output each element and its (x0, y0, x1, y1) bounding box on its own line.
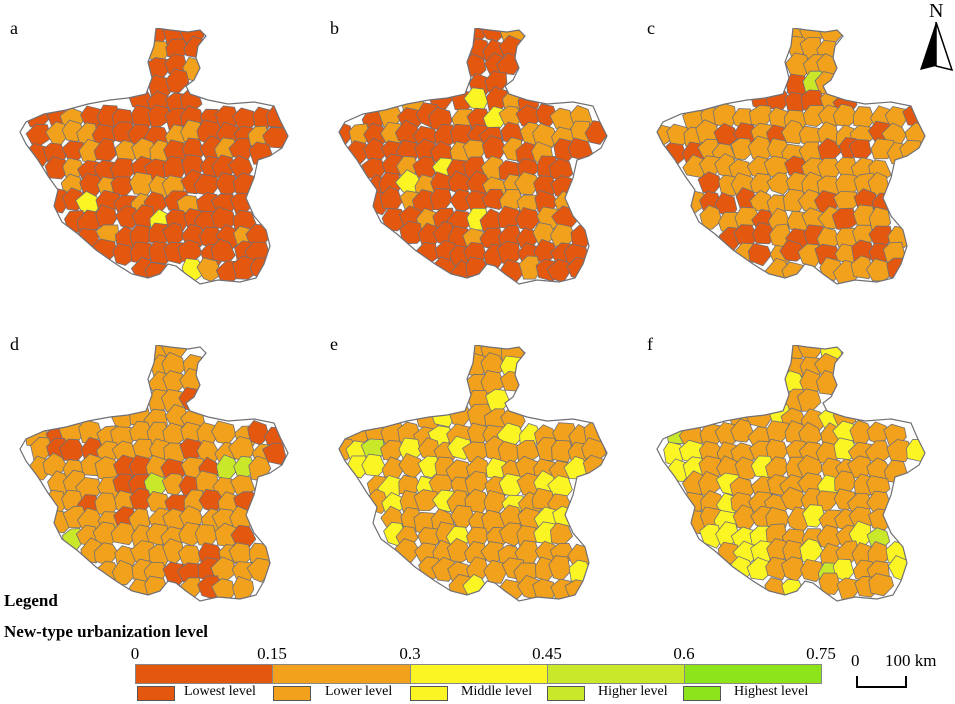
county-region (417, 455, 441, 479)
county-region (481, 188, 507, 210)
county-region (496, 52, 521, 76)
panel-label-b: b (330, 18, 339, 38)
county-region (413, 489, 440, 512)
map-e (338, 345, 608, 602)
panel-label-c: c (647, 18, 655, 38)
legend-tick: 0.3 (399, 644, 421, 663)
county-region (194, 524, 218, 546)
county-region (779, 239, 807, 262)
county-region (730, 137, 755, 161)
county-region (147, 104, 173, 127)
county-region (262, 442, 287, 466)
county-region (802, 104, 827, 128)
legend-tick: 0.45 (532, 644, 562, 663)
county-region (518, 255, 542, 280)
county-region (800, 558, 825, 583)
legend-class-label: Lowest level (184, 684, 256, 699)
panel-label-f: f (647, 334, 653, 354)
province-boundary (656, 345, 926, 602)
legend-subtitle: New-type urbanization level (4, 622, 208, 641)
legend-bar-higher (547, 664, 685, 684)
legend-bar-lower (272, 664, 411, 684)
legend-tick: 0.75 (806, 644, 836, 663)
county-region (450, 504, 475, 529)
county-region (30, 436, 53, 461)
county-region (429, 187, 453, 211)
county-region (886, 439, 913, 463)
province-boundary (19, 345, 289, 602)
county-region (802, 504, 826, 528)
county-region (746, 556, 773, 581)
legend-bar-lowest (135, 664, 273, 684)
county-region (781, 578, 805, 601)
county-region (868, 508, 895, 531)
county-region (339, 121, 354, 145)
panel-label-e: e (330, 334, 338, 354)
county-region (211, 420, 237, 445)
map-f (656, 345, 926, 602)
county-region (818, 572, 841, 595)
legend-tick: 0 (130, 644, 140, 663)
scale-start-label: 0 (851, 651, 860, 670)
county-region (399, 220, 424, 245)
north-arrow-icon (920, 22, 954, 72)
legend-swatch-lower (273, 686, 311, 701)
county-region (144, 261, 170, 284)
county-region (699, 204, 723, 230)
province-boundary (656, 28, 926, 285)
county-region (747, 242, 772, 267)
legend-swatch-highest (683, 686, 721, 701)
county-region (144, 575, 169, 601)
panel-label-a: a (10, 18, 18, 38)
county-region (532, 122, 558, 148)
legend-bar-highest (684, 664, 822, 684)
legend-class-label: Lower level (325, 684, 393, 699)
county-region (93, 137, 117, 162)
province-boundary (338, 28, 608, 285)
county-region (850, 255, 874, 280)
county-region (110, 521, 137, 546)
county-region (165, 68, 190, 94)
legend-tick: 0.6 (673, 644, 695, 663)
county-region (765, 556, 788, 581)
north-label: N (929, 0, 944, 22)
county-region (781, 119, 807, 145)
map-d (19, 345, 289, 602)
legend-class-label: Higher level (598, 684, 668, 699)
legend-bar-middle (410, 664, 548, 684)
county-region (766, 172, 792, 196)
province-boundary (19, 28, 289, 285)
county-region (44, 156, 71, 180)
legend-class-label: Highest level (734, 684, 809, 699)
legend-title: Legend (4, 591, 58, 610)
county-region (361, 157, 386, 180)
panel-label-d: d (10, 334, 19, 354)
province-boundary (338, 345, 608, 602)
county-region (551, 439, 574, 463)
county-region (532, 578, 558, 601)
county-region (868, 572, 895, 597)
legend-class-label: Middle level (461, 684, 533, 699)
county-region (111, 559, 138, 586)
county-region (266, 105, 288, 129)
county-region (112, 242, 136, 266)
map-a (19, 28, 289, 285)
map-b (338, 28, 608, 285)
scale-bar (856, 676, 907, 688)
legend-tick: 0.15 (257, 644, 287, 663)
map-c (656, 28, 926, 285)
legend-swatch-lowest (137, 686, 175, 701)
legend-swatch-middle (410, 686, 448, 701)
county-region (699, 523, 723, 549)
legend-swatch-higher (547, 686, 585, 701)
county-region (115, 205, 139, 229)
scale-end-label: 100 km (885, 651, 937, 670)
